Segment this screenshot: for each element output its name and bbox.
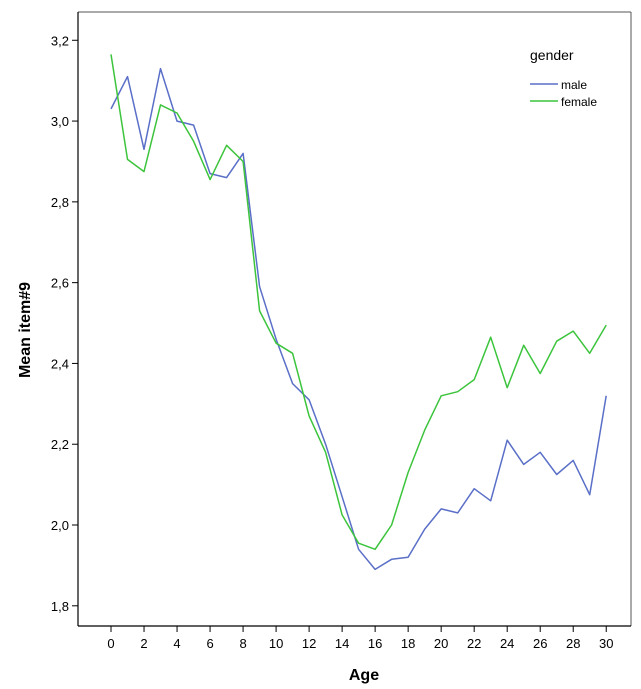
x-tick-label: 10	[269, 636, 283, 651]
x-tick-label: 16	[368, 636, 382, 651]
y-axis: 1,8 2,0 2,2 2,4 2,6 2,8 3,0 3,2	[51, 33, 78, 614]
x-tick-label: 6	[206, 636, 213, 651]
x-tick-label: 30	[599, 636, 613, 651]
x-tick-label: 14	[335, 636, 349, 651]
y-axis-title: Mean item#9	[17, 282, 34, 378]
x-axis-title: Age	[349, 667, 379, 684]
y-tick-label: 2,4	[51, 356, 69, 371]
y-tick-label: 3,2	[51, 33, 69, 48]
x-tick-label: 4	[173, 636, 180, 651]
legend-title: gender	[530, 47, 574, 63]
plot-frame	[77, 11, 632, 627]
y-tick-label: 2,6	[51, 276, 69, 291]
x-tick-label: 0	[107, 636, 114, 651]
x-tick-label: 28	[566, 636, 580, 651]
x-tick-label: 12	[302, 636, 316, 651]
x-tick-label: 18	[401, 636, 415, 651]
y-tick-label: 1,8	[51, 599, 69, 614]
series-layer	[110, 54, 607, 571]
legend: gender male female	[530, 47, 597, 109]
x-axis: 0 2 4 6 8 10 12 14 16 18 20 22 24 26 28 30	[107, 626, 613, 651]
x-tick-label: 22	[467, 636, 481, 651]
x-tick-label: 24	[500, 636, 514, 651]
y-tick-label: 2,0	[51, 518, 69, 533]
x-tick-label: 20	[434, 636, 448, 651]
series-line-female	[110, 54, 607, 551]
series-line-male	[110, 67, 607, 571]
x-tick-label: 8	[239, 636, 246, 651]
legend-label-male: male	[561, 78, 587, 92]
x-tick-label: 2	[140, 636, 147, 651]
legend-label-female: female	[561, 95, 597, 109]
y-tick-label: 2,8	[51, 195, 69, 210]
x-tick-label: 26	[533, 636, 547, 651]
y-tick-label: 3,0	[51, 114, 69, 129]
y-tick-label: 2,2	[51, 437, 69, 452]
